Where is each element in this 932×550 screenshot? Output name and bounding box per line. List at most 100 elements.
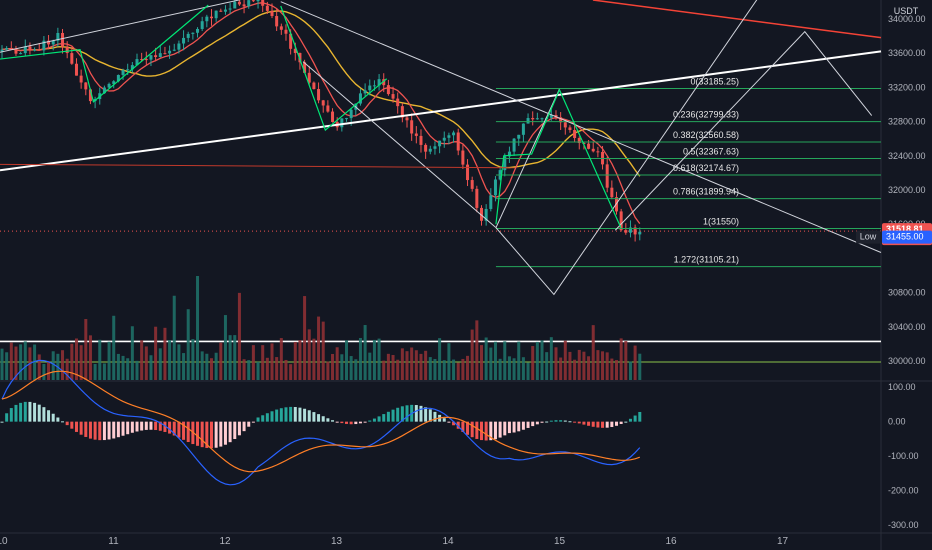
macd-histogram-bar: [577, 421, 581, 424]
macd-histogram-bar: [503, 421, 507, 436]
candle-body: [628, 227, 632, 233]
volume-bar: [79, 345, 83, 380]
zigzag-line: [495, 88, 622, 228]
candle-body: [121, 70, 125, 75]
candle-body: [573, 130, 577, 139]
volume-bar: [126, 358, 130, 380]
price-tick-label: 32400.00: [888, 151, 926, 161]
volume-bar: [228, 335, 232, 380]
macd-histogram-bar: [98, 421, 102, 441]
macd-histogram-bar: [554, 420, 558, 422]
volume-bar: [265, 357, 269, 380]
macd-histogram-bar: [559, 420, 563, 422]
macd-histogram-bar: [549, 420, 553, 422]
volume-bar: [177, 344, 181, 380]
volume-bar: [531, 346, 535, 380]
candle-body: [410, 120, 414, 134]
candle-body: [79, 75, 83, 83]
macd-histogram-bar: [177, 421, 181, 438]
volume-bar: [428, 357, 432, 380]
candle-body: [540, 118, 544, 120]
candle-body: [84, 82, 88, 90]
candle-body: [37, 49, 41, 51]
candle-body: [61, 32, 65, 47]
volume-bar: [298, 340, 302, 380]
time-tick-label: 12: [219, 536, 231, 547]
macd-histogram-bar: [521, 421, 525, 430]
macd-histogram-bar: [396, 407, 400, 422]
macd-histogram-bar: [531, 421, 535, 427]
candle-body: [368, 85, 372, 91]
macd-histogram-bar: [28, 401, 32, 422]
macd-histogram-bar: [261, 415, 265, 422]
trend-line-support: [0, 50, 882, 172]
candle-body: [549, 114, 553, 118]
candle-body: [400, 106, 404, 118]
candle-body: [428, 148, 432, 152]
candle-body: [135, 59, 139, 66]
candle-body: [517, 134, 521, 139]
volume-bar: [521, 357, 525, 380]
candle-body: [344, 118, 348, 120]
time-tick-label: 14: [442, 536, 454, 547]
candle-body: [47, 40, 51, 45]
candle-body: [261, 0, 265, 6]
volume-bar: [186, 309, 190, 380]
low-value-badge: [882, 230, 932, 244]
macd-histogram-bar: [107, 421, 111, 440]
candle-body: [326, 105, 330, 112]
time-tick-label: 11: [108, 536, 119, 547]
candle-body: [466, 164, 470, 181]
macd-histogram-bar: [251, 421, 255, 423]
candle-body: [158, 53, 162, 58]
candle-body: [168, 50, 172, 54]
macd-tick-label: 100.00: [888, 382, 916, 392]
macd-histogram-bar: [582, 421, 586, 425]
macd-histogram-bar: [368, 420, 372, 422]
price-tick-label: 32000.00: [888, 185, 926, 195]
macd-histogram-bar: [419, 405, 423, 422]
macd-histogram-bar: [512, 421, 516, 433]
volume-bar: [596, 350, 600, 380]
price-tick-label: 30400.00: [888, 322, 926, 332]
volume-bar: [154, 326, 158, 380]
candle-body: [512, 138, 516, 152]
volume-bar: [563, 340, 567, 380]
volume-bar: [242, 359, 246, 380]
candle-body: [14, 48, 18, 54]
candle-body: [102, 87, 106, 94]
volume-bar: [158, 348, 162, 380]
volume-bar: [442, 360, 446, 380]
candle-body: [363, 90, 367, 94]
macd-histogram-bar: [466, 421, 470, 435]
volume-bar: [205, 353, 209, 380]
candle-body: [531, 118, 535, 120]
volume-bar: [503, 341, 507, 380]
macd-histogram-bar: [386, 411, 390, 422]
price-tick-label: 33600.00: [888, 48, 926, 58]
volume-bar: [419, 353, 423, 380]
price-tick-label: 34000.00: [888, 14, 926, 24]
candle-body: [456, 132, 460, 151]
volume-bar: [47, 361, 51, 380]
volume-bar: [498, 358, 502, 380]
candle-body: [5, 48, 9, 50]
volume-bar: [340, 354, 344, 380]
candle-body: [144, 59, 148, 61]
volume-bar: [256, 361, 260, 380]
volume-bar: [112, 315, 116, 380]
volume-bar: [116, 353, 120, 380]
volume-bar: [484, 337, 488, 380]
candle-body: [51, 40, 55, 45]
candle-body: [186, 33, 190, 38]
candle-body: [228, 8, 232, 10]
volume-bar: [493, 341, 497, 380]
volume-bar: [247, 360, 251, 380]
candle-body: [349, 109, 353, 119]
macd-histogram-bar: [335, 421, 339, 423]
volume-bar: [326, 361, 330, 380]
volume-bar: [615, 360, 619, 380]
candle-body: [65, 46, 69, 54]
